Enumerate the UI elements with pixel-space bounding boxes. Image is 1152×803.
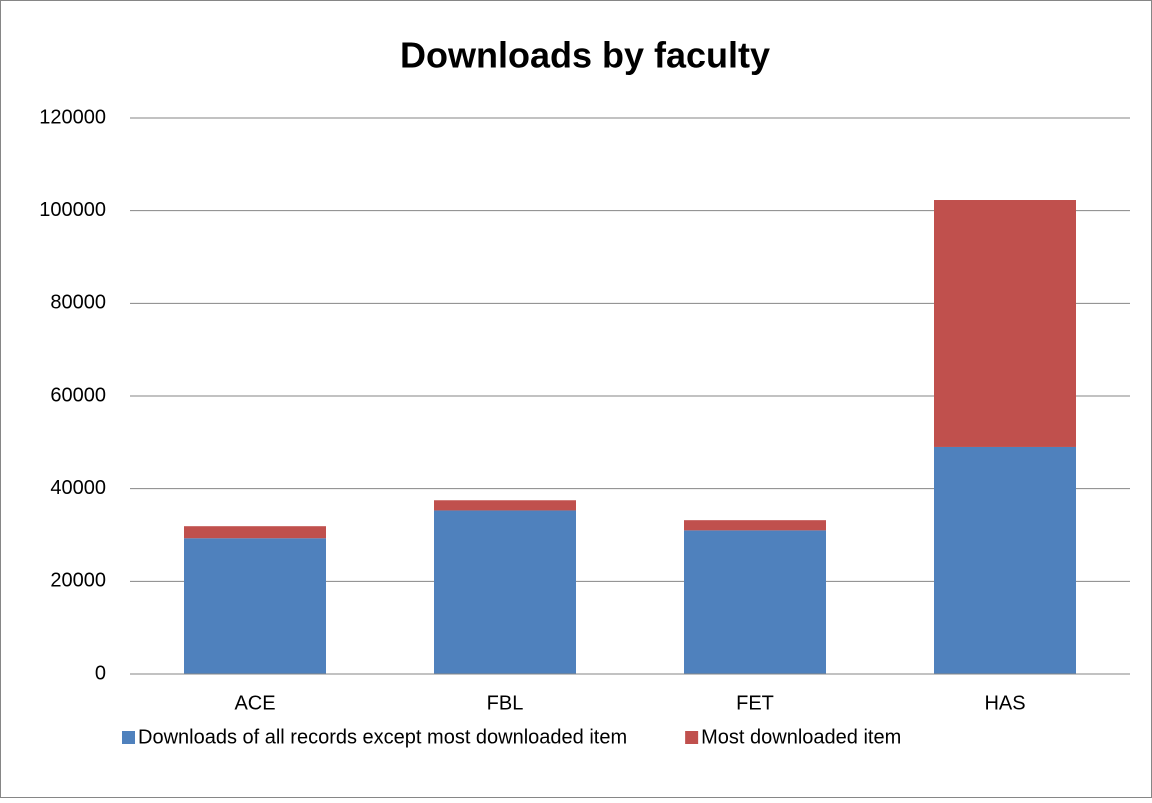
bar-segment [934, 200, 1076, 447]
y-tick-label: 60000 [50, 384, 106, 406]
legend-label: Downloads of all records except most dow… [138, 726, 627, 748]
x-tick-label: FET [736, 692, 774, 714]
y-tick-label: 40000 [50, 477, 106, 499]
y-tick-label: 0 [95, 662, 106, 684]
bar-segment [184, 538, 326, 674]
y-tick-label: 80000 [50, 292, 106, 314]
y-tick-label: 20000 [50, 570, 106, 592]
x-tick-label: FBL [487, 692, 524, 714]
x-tick-label: ACE [234, 692, 275, 714]
bar-segment [184, 526, 326, 539]
bar-segment [434, 510, 576, 674]
bar-segment [684, 530, 826, 674]
bar-segment [434, 500, 576, 511]
legend-label: Most downloaded item [701, 726, 901, 748]
bar-segment [934, 446, 1076, 674]
y-tick-label: 120000 [39, 106, 106, 128]
bar-segment [684, 520, 826, 531]
chart-title: Downloads by faculty [400, 35, 770, 76]
x-tick-label: HAS [984, 692, 1025, 714]
legend-swatch [685, 731, 699, 744]
legend-swatch [122, 731, 135, 744]
y-tick-label: 100000 [39, 199, 106, 221]
